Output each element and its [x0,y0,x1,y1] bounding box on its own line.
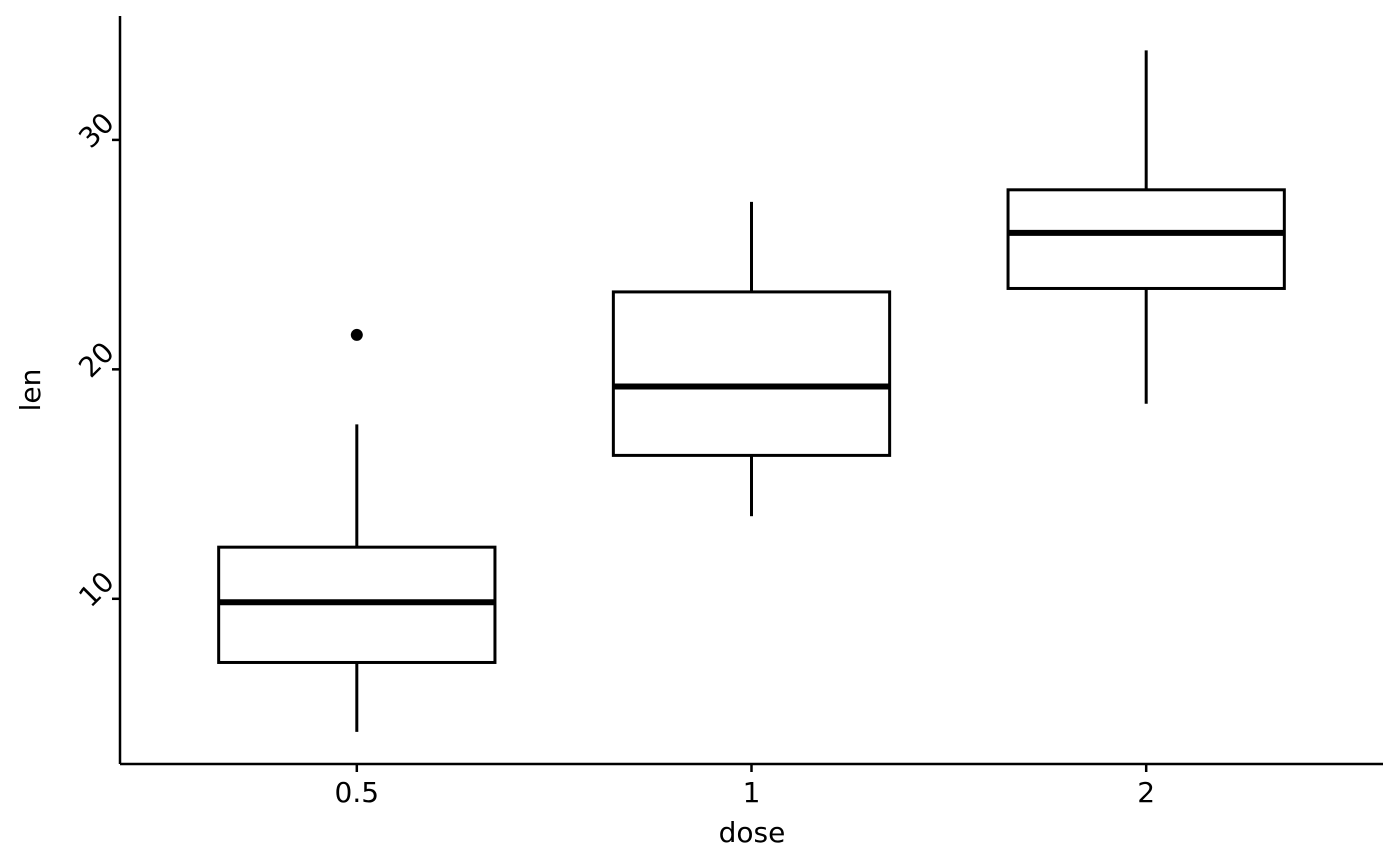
x-axis-label: dose [719,816,786,849]
y-axis-label: len [14,369,47,412]
x-tick-label: 1 [743,776,761,809]
outlier [350,328,363,341]
x-tick-label: 2 [1137,776,1155,809]
x-tick-label: 0.5 [335,776,380,809]
y-tick-label: 20 [72,336,121,385]
y-tick-label: 10 [72,565,121,614]
box [1006,188,1286,290]
box [611,290,892,457]
y-tick-label: 30 [72,106,121,155]
